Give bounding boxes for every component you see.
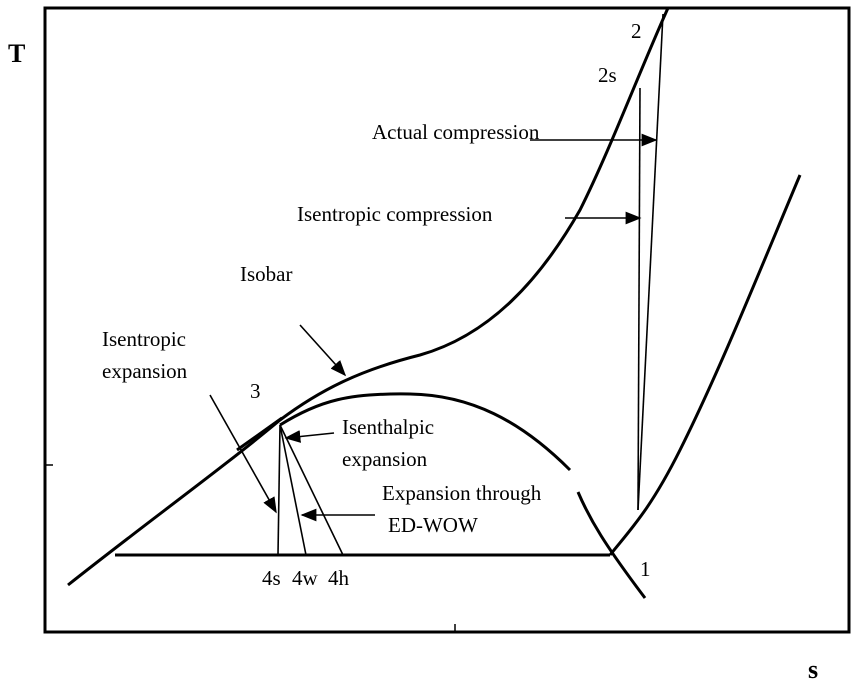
dome-lower [576, 491, 647, 599]
point-label: 1 [640, 557, 651, 581]
annotation: Isenthalpic [342, 415, 434, 439]
annotation: Isentropic compression [297, 202, 493, 226]
annotation: ED-WOW [388, 513, 478, 537]
arrow [209, 394, 277, 514]
expansion-line [279, 424, 307, 556]
point-label: 3 [250, 379, 261, 403]
isobar-high [67, 7, 670, 587]
point-label: 4w [292, 566, 319, 590]
isobar-segment [236, 416, 283, 452]
annotation: Expansion through [382, 481, 542, 505]
annotation: Actual compression [372, 120, 540, 144]
isobar-low [608, 174, 802, 556]
expansion-line [279, 424, 344, 556]
annotation: expansion [102, 359, 188, 383]
expansion-line [277, 424, 281, 556]
actual-compression-line [637, 13, 664, 511]
x-axis-label: s [808, 655, 818, 684]
annotation: Isentropic [102, 327, 186, 351]
frame [43, 6, 851, 634]
point-label: 4s [262, 566, 281, 590]
dome-left [279, 392, 572, 472]
annotation: expansion [342, 447, 428, 471]
point-label: 4h [328, 566, 350, 590]
annotation: Isobar [240, 262, 292, 286]
arrow [284, 430, 335, 443]
isentropic-compression-line [637, 87, 641, 511]
point-label: 2s [598, 63, 617, 87]
arrow [299, 324, 347, 377]
y-axis-label: T [8, 39, 25, 68]
point-label: 2 [631, 19, 642, 43]
